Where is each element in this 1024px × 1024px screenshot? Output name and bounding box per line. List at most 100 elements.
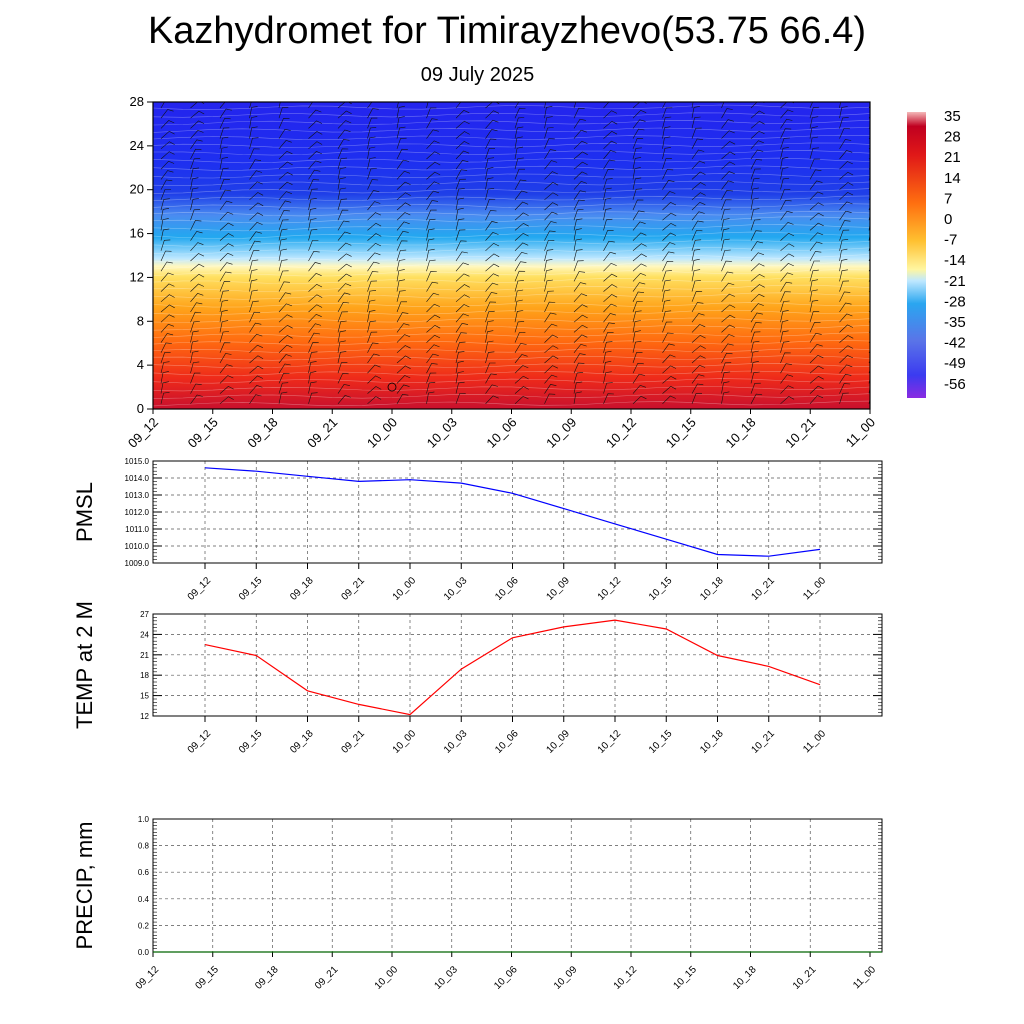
- wind-barb: [219, 252, 234, 262]
- wind-barb: [662, 242, 676, 251]
- wind-barb: [721, 102, 725, 109]
- contour-line: [153, 216, 870, 224]
- wind-barb: [160, 239, 171, 251]
- wind-barb: [426, 129, 439, 139]
- wind-barb: [780, 300, 790, 313]
- wind-barb: [809, 106, 820, 119]
- wind-barb: [160, 314, 175, 323]
- wind-barb: [426, 248, 435, 262]
- wind-barb: [337, 263, 352, 272]
- wind-barb: [839, 201, 853, 211]
- wind-barb: [219, 281, 231, 292]
- wind-barb: [544, 393, 556, 404]
- wind-barb: [839, 373, 852, 384]
- wind-barb: [396, 249, 407, 262]
- wind-barb: [367, 261, 380, 272]
- wind-barb: [308, 323, 322, 333]
- wind-barb: [514, 168, 525, 180]
- wind-barb: [190, 361, 200, 374]
- wind-barb: [809, 311, 820, 323]
- wind-barb: [632, 291, 645, 302]
- wind-barb: [662, 126, 671, 139]
- wind-barb: [603, 313, 616, 323]
- wind-barb: [868, 147, 870, 150]
- colorbar-labels: 35 28 21 14 7 0 -7 -14 -21 -28 -35 -42 -49 -56: [944, 108, 966, 393]
- wind-barb: [455, 188, 465, 200]
- wind-barb: [396, 355, 411, 364]
- wind-barb: [249, 231, 262, 241]
- wind-barb: [249, 269, 258, 282]
- wind-barb: [809, 126, 818, 139]
- wind-barb: [455, 102, 462, 109]
- wind-barb: [721, 238, 730, 251]
- wind-barb: [514, 261, 527, 272]
- wind-barb: [662, 321, 673, 333]
- heatmap-x-tick-label: 09_12: [125, 415, 161, 451]
- wind-barb: [308, 304, 323, 313]
- wind-barb: [308, 131, 323, 139]
- wind-barb: [780, 177, 790, 190]
- wind-barb: [308, 250, 320, 262]
- wind-barb: [455, 294, 470, 303]
- wind-barb: [485, 177, 494, 190]
- wind-barb: [691, 313, 705, 323]
- wind-barb: [337, 177, 346, 190]
- wind-barb: [721, 208, 731, 221]
- wind-barb: [839, 229, 850, 241]
- wind-barb: [632, 320, 641, 333]
- x-tick-label: 11_00: [851, 964, 878, 991]
- wind-barb: [662, 260, 674, 272]
- colorbar-label: 0: [944, 211, 952, 228]
- wind-barb: [780, 320, 789, 333]
- x-tick-label: 09_18: [288, 728, 316, 756]
- wind-barb: [662, 395, 676, 405]
- wind-barb: [662, 310, 672, 323]
- y-tick-label: 0.0: [138, 948, 150, 957]
- wind-barb: [750, 208, 760, 221]
- wind-barb: [367, 353, 380, 364]
- wind-barb: [603, 218, 613, 231]
- colorbar-label: -56: [944, 376, 966, 393]
- wind-barb: [691, 116, 701, 129]
- x-tick-label: 10_21: [749, 575, 777, 603]
- wind-barb: [219, 364, 233, 374]
- wind-barb: [249, 300, 259, 313]
- wind-barb: [603, 371, 612, 384]
- x-tick-label: 10_00: [391, 575, 419, 603]
- wind-barb: [750, 361, 759, 374]
- wind-barb: [839, 117, 849, 129]
- wind-barb: [455, 313, 470, 323]
- wind-barb: [190, 263, 205, 272]
- wind-barb: [514, 354, 528, 364]
- wind-barb: [249, 116, 258, 129]
- wind-barb: [721, 371, 731, 384]
- wind-barb: [721, 391, 730, 404]
- wind-barb: [426, 314, 441, 323]
- wind-barb: [750, 284, 765, 292]
- wind-barb: [396, 393, 409, 404]
- y-tick-label: 0.4: [138, 895, 150, 904]
- wind-barb: [396, 312, 409, 323]
- x-tick-label: 10_15: [647, 575, 675, 603]
- wind-barb: [603, 230, 614, 241]
- wind-barb: [573, 343, 587, 353]
- wind-barb: [839, 182, 854, 190]
- wind-barb: [750, 393, 763, 404]
- heatmap-y-ticks: 0 4 8 12 16 20 24 28: [130, 94, 153, 416]
- wind-barb: [544, 160, 558, 170]
- colorbar-label: 35: [944, 108, 961, 125]
- wind-barb: [249, 240, 261, 251]
- wind-barb: [249, 192, 264, 201]
- wind-barb: [721, 119, 734, 129]
- wind-barb: [337, 311, 348, 323]
- wind-barb: [514, 332, 526, 343]
- wind-barb: [308, 120, 323, 129]
- contour-line: [153, 173, 870, 179]
- wind-barb: [278, 107, 289, 119]
- contour-line: [153, 325, 870, 331]
- wind-barb: [691, 220, 704, 231]
- wind-barb: [249, 355, 264, 364]
- heatmap-x-tick-label: 10_09: [543, 415, 579, 451]
- wind-barb: [544, 105, 553, 119]
- wind-barb: [160, 272, 174, 282]
